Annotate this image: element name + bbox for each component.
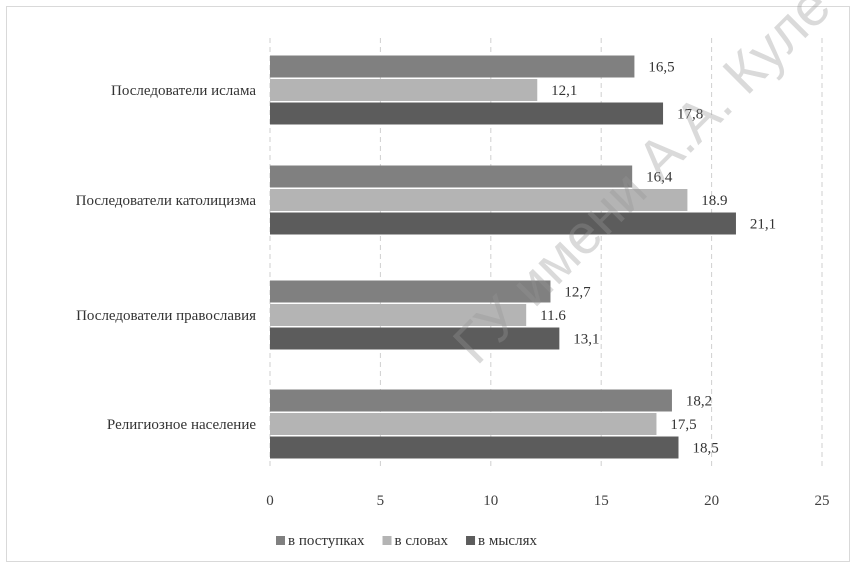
data-label: 21,1 bbox=[750, 217, 776, 233]
data-label: 12,1 bbox=[551, 83, 577, 99]
bar-end bbox=[510, 304, 527, 326]
data-label: 12,7 bbox=[564, 285, 591, 301]
category-label: Последователи ислама bbox=[111, 83, 256, 99]
bar-end bbox=[719, 212, 736, 235]
bar bbox=[270, 413, 657, 435]
data-label: 16,4 bbox=[646, 170, 673, 186]
chart-frame bbox=[6, 6, 850, 562]
legend-label: в словах bbox=[395, 533, 449, 549]
bar-end bbox=[662, 436, 679, 459]
bar bbox=[270, 165, 633, 188]
legend-swatch bbox=[466, 536, 476, 545]
x-tick-label: 10 bbox=[483, 493, 498, 509]
bar-end bbox=[543, 327, 560, 350]
bar-end bbox=[640, 413, 657, 435]
bar bbox=[270, 327, 560, 350]
legend-label: в поступках bbox=[288, 533, 365, 549]
bar bbox=[270, 280, 551, 303]
bar bbox=[270, 102, 664, 125]
x-tick-label: 0 bbox=[266, 493, 274, 509]
bar-end bbox=[671, 189, 688, 211]
bar bbox=[270, 389, 672, 412]
bar bbox=[270, 79, 538, 101]
bar bbox=[270, 436, 679, 459]
bar-end bbox=[647, 102, 664, 125]
x-tick-label: 25 bbox=[815, 493, 830, 509]
bar-end bbox=[534, 280, 551, 303]
x-tick-label: 20 bbox=[704, 493, 719, 509]
bar bbox=[270, 304, 527, 326]
bar-end bbox=[521, 79, 538, 101]
bar-end bbox=[618, 55, 635, 78]
bar bbox=[270, 212, 736, 235]
bar-end bbox=[655, 389, 672, 412]
data-label: 17,8 bbox=[677, 107, 703, 123]
category-label: Последователи католицизма bbox=[76, 193, 257, 209]
x-tick-label: 5 bbox=[377, 493, 385, 509]
bar bbox=[270, 189, 688, 211]
legend-swatch bbox=[382, 536, 392, 545]
data-label: 11.6 bbox=[540, 308, 566, 324]
legend-swatch bbox=[276, 536, 285, 545]
legend-label: в мыслях bbox=[478, 533, 537, 549]
data-label: 17,5 bbox=[670, 417, 696, 433]
bar bbox=[270, 55, 635, 78]
category-label: Религиозное население bbox=[107, 417, 256, 433]
data-label: 18,5 bbox=[692, 441, 718, 457]
category-label: Последователи православия bbox=[76, 308, 256, 324]
data-label: 16,5 bbox=[648, 60, 674, 76]
x-tick-label: 15 bbox=[594, 493, 609, 509]
bar-end bbox=[616, 165, 633, 188]
data-label: 13,1 bbox=[573, 332, 599, 348]
data-label: 18.9 bbox=[701, 193, 727, 209]
data-label: 18,2 bbox=[686, 394, 712, 410]
